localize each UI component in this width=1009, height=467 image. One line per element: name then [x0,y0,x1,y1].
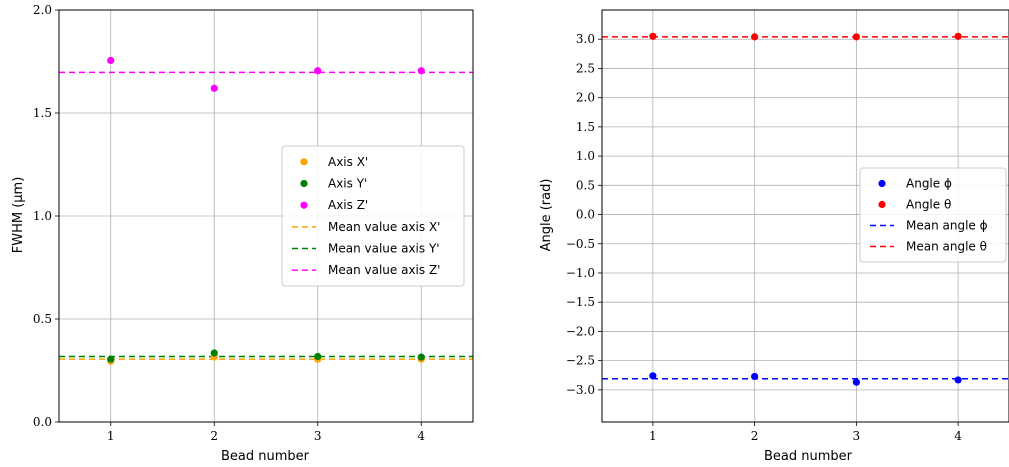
legend-label: Mean angle θ [906,240,987,254]
data-point [417,353,425,361]
angle-points [649,32,962,386]
legend-label: Axis X' [328,155,368,169]
y-tick-label: −1.5 [566,295,595,309]
data-point [314,352,322,361]
x-tick-label: 1 [107,429,115,443]
fwhm-ticks: 1 2 3 4 0.0 0.5 1.0 1.5 2.0 [33,3,426,443]
legend-marker [878,200,886,209]
legend-label: Mean angle ϕ [906,219,988,233]
data-point [852,378,860,386]
data-point [649,32,657,40]
fwhm-points [107,56,425,365]
data-point [210,84,218,92]
fwhm-axes-frame [58,9,474,423]
fwhm-x-axis-label: Bead number [221,449,310,464]
legend-label: Mean value axis Y' [328,242,440,256]
angle-y-axis-label: Angle (rad) [539,179,554,252]
legend-marker [878,179,886,188]
y-tick-label: 1.0 [576,149,595,163]
x-tick-label: 3 [314,429,322,443]
x-tick-label: 4 [417,429,425,443]
legend-box [281,145,465,287]
data-point [417,67,425,75]
x-tick-label: 4 [954,429,962,443]
data-point [314,67,322,75]
y-tick-label: −3.0 [566,383,595,397]
legend-label: Angle ϕ [906,177,952,191]
data-point [954,32,962,40]
x-tick-label: 1 [649,429,657,443]
fwhm-y-axis-label: FWHM (μm) [11,177,26,254]
x-tick-label: 2 [210,429,218,443]
y-tick-label: 0.0 [576,208,595,222]
fwhm-mean-lines [59,71,473,360]
x-tick-label: 2 [751,429,759,443]
y-tick-label: 2.0 [33,3,52,17]
legend-marker [300,158,308,166]
angle-legend: Angle ϕ Angle θ Mean angle ϕ Mean angle θ [859,167,1007,263]
data-point [751,33,759,41]
data-point [751,372,759,381]
y-tick-label: 2.0 [576,91,595,105]
data-point [107,56,115,65]
data-point [107,355,115,363]
y-tick-label: −1.0 [566,266,595,280]
x-tick-label: 3 [853,429,861,443]
legend-marker [300,201,308,209]
legend-label: Angle θ [906,198,951,212]
legend-label: Mean value axis X' [328,220,440,234]
y-tick-label: 1.5 [576,120,595,134]
y-tick-label: 0.5 [33,312,52,326]
legend-label: Axis Y' [328,177,367,191]
y-tick-label: 2.5 [576,61,595,75]
y-tick-label: 0.0 [33,415,52,429]
legend-label: Mean value axis Z' [328,263,440,277]
angle-ticks: 1 2 3 4 −3.0 −2.5 −2.0 −1.5 −1.0 −0.5 0.0 0.5 1.0 1.5… [566,32,962,443]
data-point [852,33,860,41]
y-tick-label: −0.5 [566,237,595,251]
legend-label: Axis Z' [328,198,368,212]
fwhm-chart: 1 2 3 4 0.0 0.5 1.0 1.5 2.0 Bead number FWHM (μm… [11,3,474,464]
fwhm-legend: Axis X' Axis Y' Axis Z' Mean value axis X' M… [281,145,465,287]
legend-marker [300,179,308,188]
angle-axes-frame [601,9,1009,423]
y-tick-label: 1.5 [33,106,52,120]
data-point [954,376,962,384]
angle-chart: 1 2 3 4 −3.0 −2.5 −2.0 −1.5 −1.0 −0.5 0.0 0.5 1.0 1.5… [539,9,1009,464]
angle-grid [602,10,1009,422]
y-tick-label: −2.0 [566,324,595,338]
angle-x-axis-label: Bead number [764,449,853,464]
y-tick-label: −2.5 [566,354,595,368]
angle-mean-lines [602,36,1009,380]
y-tick-label: 1.0 [33,209,52,223]
legend-box [859,167,1007,263]
data-point [649,372,657,380]
data-point [210,349,218,357]
y-tick-label: 0.5 [576,178,595,192]
y-tick-label: 3.0 [576,32,595,46]
